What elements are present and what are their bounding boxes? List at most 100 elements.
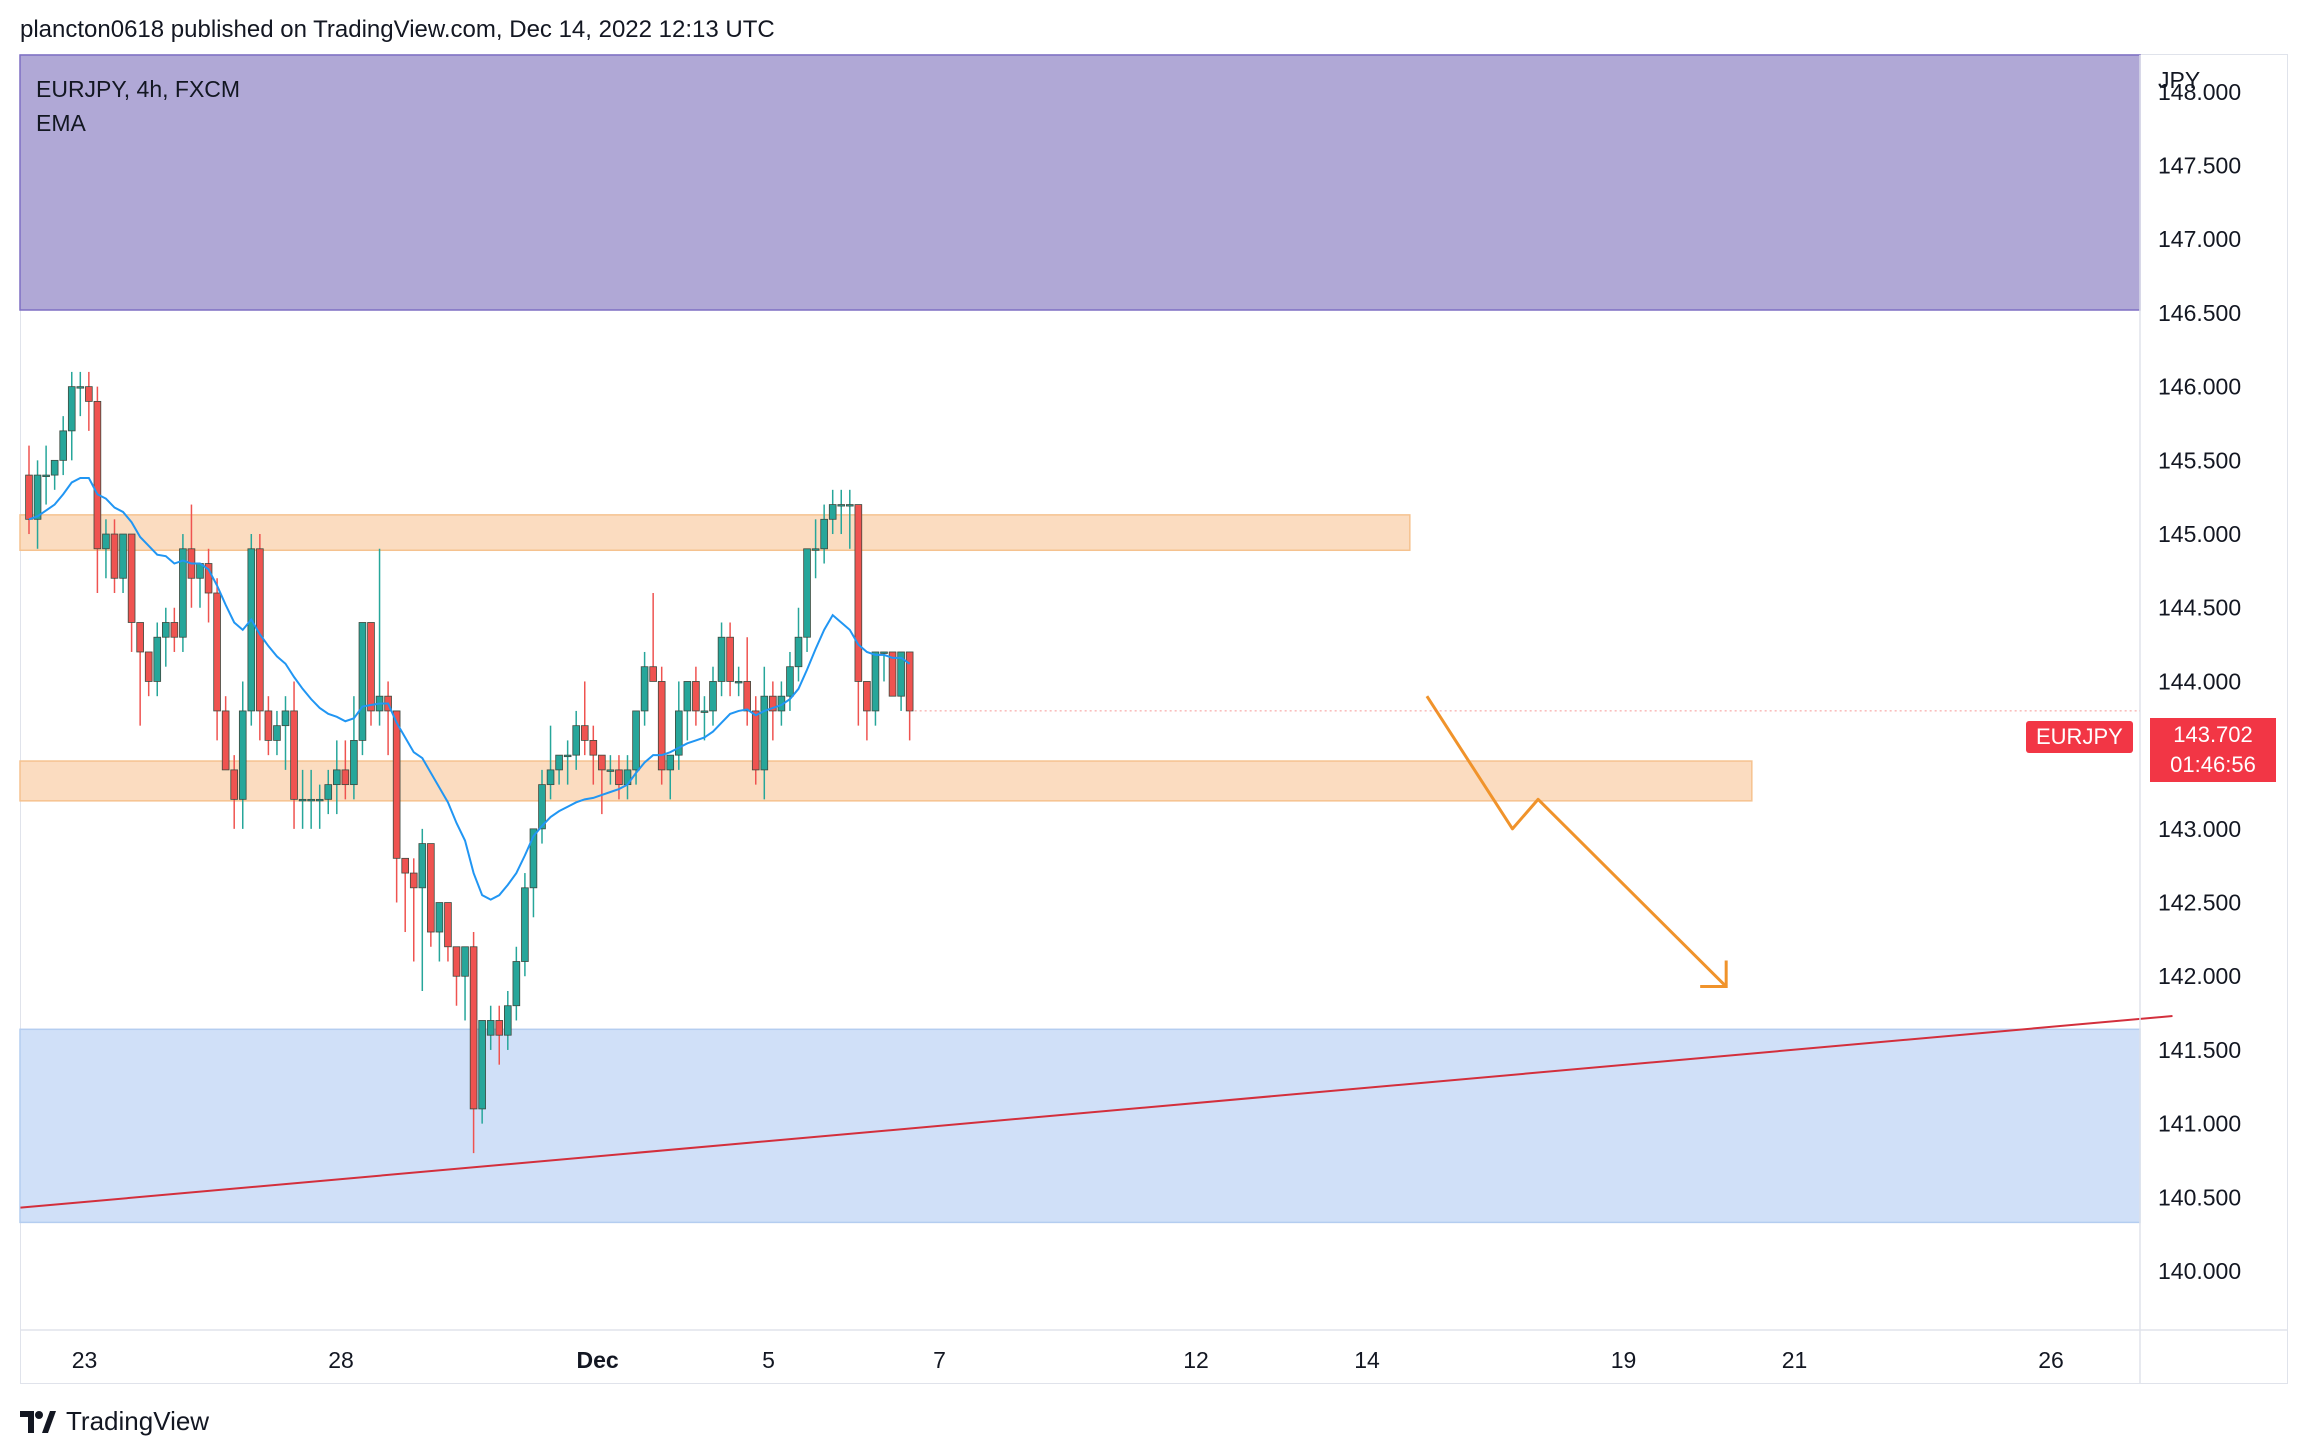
candle-body [486,1020,495,1036]
candle-body [153,636,162,682]
price-tick-label: 140.000 [2158,1258,2241,1284]
candle [503,990,512,1050]
candle [563,740,572,785]
candle-body [136,622,144,653]
candle-body [529,828,538,889]
candle-body [238,710,247,800]
symbol-legend[interactable]: EURJPY, 4h, FXCM EMA [36,72,240,140]
candle [213,578,221,741]
time-tick-label: 5 [762,1347,775,1373]
candle-body [657,681,666,771]
candle-body [392,710,401,859]
candle [136,622,144,726]
symbol-title[interactable]: EURJPY, 4h, FXCM [36,76,241,102]
candle [692,666,700,726]
candle-body [435,902,444,933]
candle-body [59,430,67,461]
candle [196,563,204,608]
candle [204,548,213,623]
brand-name: TradingView [66,1406,210,1436]
candle [341,740,350,800]
candle-body [666,754,675,771]
candle-body [700,710,709,713]
candle-body [846,504,854,507]
candle-body [307,798,315,802]
candle-body [273,725,281,741]
time-tick-label: 7 [933,1347,946,1373]
candle [657,666,666,785]
candle-body [230,769,239,800]
candle [811,519,820,579]
candle [350,696,358,800]
supply-zone [19,54,2141,311]
candle [538,769,546,844]
candle-body [546,769,555,786]
tradingview-logo-icon [20,1410,56,1433]
support-zone [19,760,1753,802]
candle-body [717,636,726,682]
candle-body [820,518,828,550]
time-tick-label: Dec [576,1347,618,1373]
candle [837,489,846,535]
candle-body [743,681,751,712]
candle [529,828,538,918]
candle-body [709,681,717,712]
price-tick-label: 148.000 [2158,79,2241,105]
price-tick-label: 146.500 [2158,300,2241,326]
candle-body [127,533,136,623]
candle-body [854,504,863,682]
candle-body [161,622,170,638]
time-tick-label: 12 [1183,1347,1209,1373]
candle [572,710,580,770]
time-tick-label: 14 [1354,1347,1380,1373]
candle [640,651,649,726]
candle-body [110,533,119,579]
candle [170,607,179,652]
price-tick-label: 140.500 [2158,1184,2241,1210]
candle [905,651,914,741]
candle [486,1005,495,1050]
candle [734,666,743,697]
candle [110,519,119,594]
candle-body [803,548,811,638]
candle-body [606,769,615,772]
candle-body [444,902,452,948]
candle [675,681,683,770]
publication-header: plancton0618 published on TradingView.co… [20,16,775,43]
candles-layer [25,371,914,1154]
candle [615,755,623,800]
candle-body [563,754,572,758]
candle-body [675,710,683,756]
candle [418,828,427,991]
last-price: 143.702 [2173,722,2253,747]
candle-body [589,740,598,756]
candle [375,548,384,726]
candle [709,666,717,726]
candle-body [632,710,640,771]
candle [409,858,418,962]
time-tick-label: 19 [1611,1347,1637,1373]
candle-body [649,666,657,682]
candle [461,946,469,1021]
candle [794,607,803,682]
candle [401,857,409,933]
candle [580,681,589,756]
candle-body [42,474,50,477]
last-price-label: 143.702 01:46:56 [2150,718,2276,782]
candle [786,651,794,711]
candle-body [85,386,93,402]
resistance-zone [19,514,1411,552]
candle [384,681,392,756]
candle [717,622,726,697]
price-tick-label: 146.000 [2158,374,2241,400]
indicator-label[interactable]: EMA [36,110,86,136]
candle-body [33,474,42,520]
candle [871,651,880,726]
candle [358,622,367,756]
price-tick-label: 142.000 [2158,963,2241,989]
footer-branding[interactable]: TradingView [20,1406,209,1437]
candle [743,637,751,726]
candle [512,946,521,1021]
candle [828,489,837,535]
